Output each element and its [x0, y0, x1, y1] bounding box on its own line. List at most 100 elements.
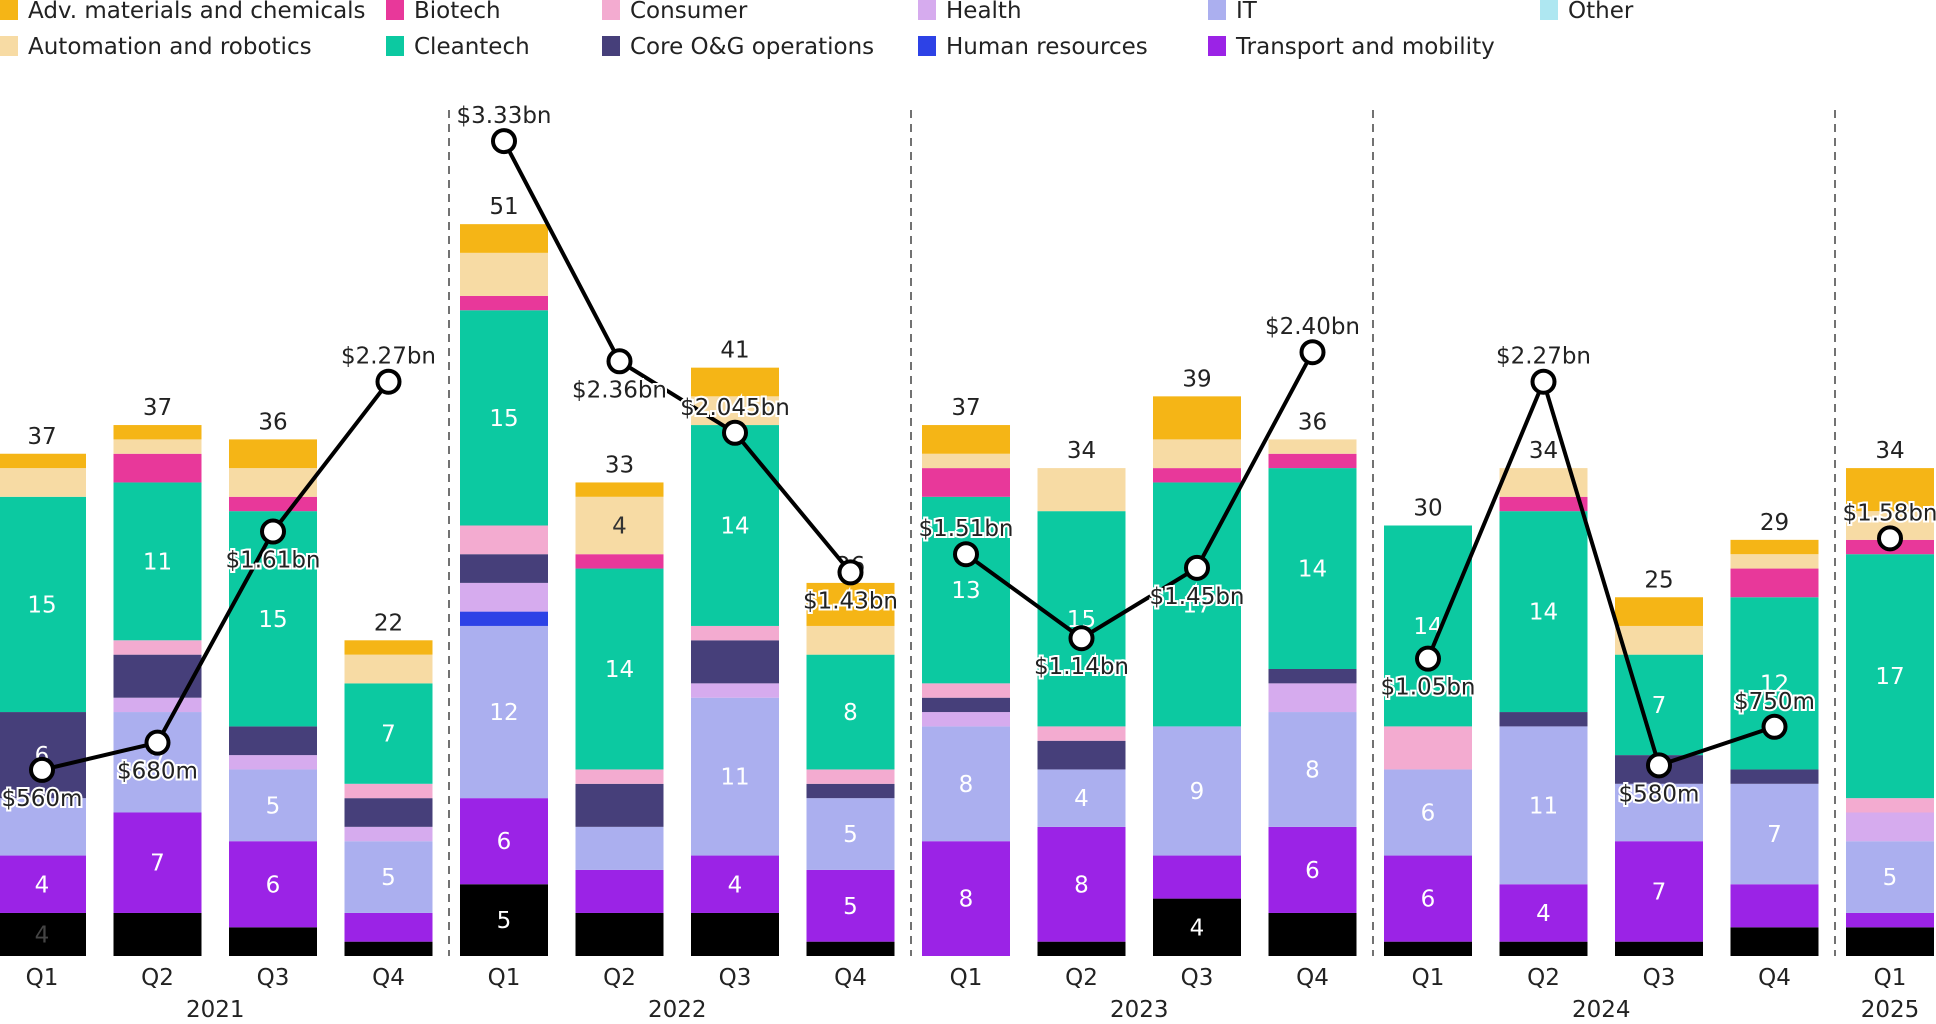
bar-segment-cleantech [922, 496, 1010, 684]
bar-segment-consumer [691, 625, 779, 641]
line-point-label: $1.14bn [1034, 654, 1129, 680]
year-dividers [448, 110, 1836, 956]
bar-segment-it [1268, 712, 1357, 827]
segment-label: 8 [959, 772, 974, 798]
bar-2022-q4: 55826 [806, 553, 895, 956]
bar-segment-transport-and-mobility [1153, 855, 1241, 899]
line-point [1184, 554, 1210, 581]
line-point-label: $580m [1619, 781, 1700, 807]
bar-segment-unlabeled [1730, 927, 1819, 956]
bar-segment-cleantech [344, 683, 433, 784]
segment-label: 15 [27, 592, 56, 618]
segment-label: 5 [843, 822, 858, 848]
bar-segment-transport-and-mobility [229, 841, 317, 928]
bar-segment-core-oandg-operations [460, 554, 548, 583]
bar-total-label: 36 [1298, 409, 1327, 435]
segment-label: 4 [612, 514, 627, 540]
line-point-label: $1.61bn [225, 548, 320, 574]
line-point-label: $2.27bn [341, 344, 436, 370]
segment-label: 8 [1074, 872, 1089, 898]
bar-total-label: 29 [1760, 510, 1789, 536]
bar-segment-consumer [460, 525, 548, 555]
bar-segment-health [922, 712, 1010, 727]
bar-segment-transport-and-mobility [113, 812, 202, 913]
bar-segment-transport-and-mobility [344, 912, 433, 942]
legend-swatch-transport-and-mobility [1208, 36, 1226, 56]
bar-segment-health [229, 755, 317, 770]
bar-segment-consumer [1384, 726, 1472, 770]
bar-segment-transport-and-mobility [1730, 884, 1819, 928]
line-point [722, 419, 748, 446]
segment-label: 4 [35, 922, 50, 948]
bar-total-label: 34 [1529, 438, 1558, 464]
legend-swatch-human-resources [918, 36, 936, 56]
tick-label-quarter: Q1 [488, 965, 521, 991]
legend-item-health: Health [918, 0, 1022, 24]
bar-segment-health [1268, 683, 1357, 713]
tick-label-quarter: Q4 [1296, 965, 1329, 991]
bar-segment-human-resources [460, 611, 548, 626]
segment-label: 14 [1298, 557, 1327, 583]
bar-segment-transport-and-mobility [922, 841, 1010, 956]
bar-segment-adv-materials-and-chemicals [344, 640, 433, 655]
legend-swatch-consumer [602, 0, 620, 20]
bar-segment-unlabeled [344, 941, 433, 956]
bar-total-label: 39 [1182, 366, 1211, 392]
bar-2021-q3: 6 5 15 36 [229, 409, 317, 956]
bar-segment-health [1846, 812, 1934, 842]
bar-segment-health [113, 697, 202, 713]
bar-segment-transport-and-mobility [691, 855, 779, 913]
tick-label-year: 2022 [648, 997, 707, 1020]
bar-total-label: 30 [1413, 496, 1442, 522]
tick-label-quarter: Q1 [26, 965, 59, 991]
segment-label: 6 [1421, 887, 1436, 913]
segment-label: 7 [381, 722, 396, 748]
segment-label: 6 [497, 829, 512, 855]
legend-swatch-other [1540, 0, 1558, 20]
bar-segment-cleantech [229, 511, 317, 727]
bar-2025-q1: 5 17 34 [1846, 438, 1934, 956]
legend-label-adv-materials-and-chemicals: Adv. materials and chemicals [28, 0, 366, 24]
bar-segment-it [1730, 783, 1819, 885]
bar-segment-automation-and-robotics [1268, 439, 1357, 454]
tick-label-quarter: Q2 [603, 965, 636, 991]
legend-item-cleantech: Cleantech [386, 34, 530, 60]
line-segment [1426, 375, 1776, 768]
bar-segment-cleantech [691, 425, 779, 626]
bar-total-label: 51 [489, 194, 518, 220]
legend-item-consumer: Consumer [602, 0, 748, 24]
bar-segment-unlabeled [691, 912, 779, 956]
segment-label: 13 [951, 578, 980, 604]
line-point [1415, 645, 1441, 672]
legend: Adv. materials and chemicals Automation a… [0, 0, 1634, 60]
bar-segment-biotech [113, 453, 202, 483]
line-point-label: $1.45bn [1149, 584, 1244, 610]
segment-label: 5 [266, 793, 281, 819]
bar-segment-transport-and-mobility [1384, 855, 1472, 942]
segment-label: 4 [728, 872, 743, 898]
bar-segment-cleantech [460, 310, 548, 526]
bar-segment-biotech [229, 496, 317, 512]
tick-label-quarter: Q3 [719, 965, 752, 991]
legend-item-adv-materials-and-chemicals: Adv. materials and chemicals [0, 0, 366, 24]
legend-label-other: Other [1568, 0, 1634, 24]
bar-segment-it [1153, 726, 1241, 856]
legend-label-it: IT [1236, 0, 1258, 24]
bar-segment-automation-and-robotics [575, 496, 664, 555]
line-point [837, 559, 864, 586]
tick-label-quarter: Q4 [834, 965, 867, 991]
bar-segment-automation-and-robotics [922, 453, 1010, 469]
tick-label-year: 2025 [1861, 997, 1920, 1020]
legend-swatch-it [1208, 0, 1226, 20]
bar-segment-core-oandg-operations [1730, 769, 1819, 784]
segment-label: 11 [143, 549, 172, 575]
segment-label: 5 [497, 908, 512, 934]
bar-segment-core-oandg-operations [806, 783, 895, 799]
legend-label-automation-and-robotics: Automation and robotics [28, 34, 312, 60]
segment-label: 7 [150, 851, 165, 877]
bar-segment-unlabeled [1384, 941, 1472, 956]
tick-label-year: 2024 [1572, 997, 1631, 1020]
bar-2022-q3: 4 11 14 41 [691, 338, 779, 956]
legend-label-cleantech: Cleantech [414, 34, 530, 60]
